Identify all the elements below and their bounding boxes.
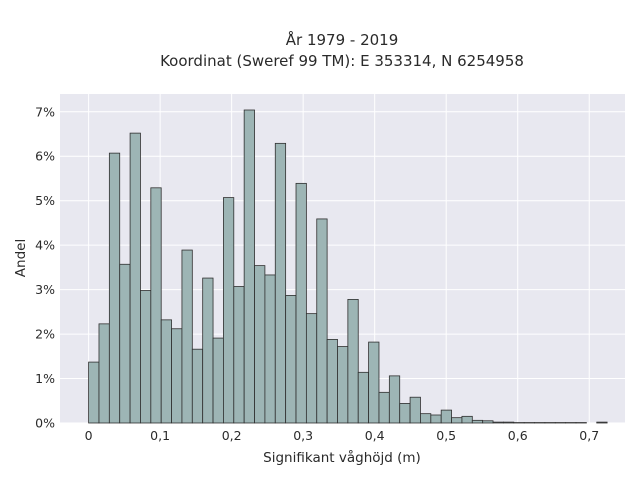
histogram-bar: [254, 265, 266, 424]
y-tick-label: 0%: [35, 416, 55, 431]
histogram-bar: [274, 142, 287, 424]
histogram-bar: [368, 341, 380, 424]
y-tick-label: 5%: [35, 193, 55, 208]
chart-title-line-2: Koordinat (Sweref 99 TM): E 353314, N 62…: [160, 52, 524, 70]
y-tick-label: 1%: [35, 371, 55, 386]
histogram-bar: [129, 132, 141, 424]
histogram-bar: [285, 295, 297, 424]
histogram-bar: [471, 419, 484, 424]
histogram-bar: [140, 290, 152, 424]
y-axis-label: Andel: [13, 239, 29, 277]
y-tick-label: 3%: [35, 282, 55, 297]
histogram-bar: [98, 323, 110, 424]
histogram-bar: [378, 391, 390, 424]
histogram-bar: [420, 413, 432, 424]
histogram-bar: [150, 187, 162, 424]
histogram-bar: [202, 277, 214, 424]
histogram-bar: [482, 420, 494, 424]
histogram-bar: [160, 319, 172, 424]
histogram-bar: [326, 339, 338, 424]
histogram-bar: [337, 346, 349, 424]
x-axis-label: Signifikant våghöjd (m): [263, 449, 421, 466]
histogram-bar: [181, 249, 193, 424]
x-tick-label: 0,7: [579, 428, 599, 443]
histogram-bar: [596, 421, 608, 424]
histogram-bar: [264, 274, 276, 424]
chart-title-line-1: År 1979 - 2019: [286, 30, 399, 49]
x-tick-label: 0,1: [150, 428, 170, 443]
histogram-bar: [409, 396, 421, 424]
histogram-bar: [171, 328, 183, 424]
histogram-bar: [440, 409, 452, 424]
x-tick-label: 0,3: [293, 428, 313, 443]
x-tick-label: 0,4: [365, 428, 385, 443]
histogram-bars: [88, 109, 608, 424]
histogram-bar: [212, 337, 224, 424]
x-tick-label: 0,2: [222, 428, 242, 443]
x-axis-ticks: 0 0,1 0,2 0,3 0,4 0,5 0,6 0,7: [85, 428, 600, 443]
y-tick-label: 7%: [35, 104, 55, 119]
histogram-bar: [243, 109, 255, 424]
histogram-bar: [191, 348, 204, 424]
histogram-bar: [295, 182, 307, 424]
histogram-bar: [503, 421, 515, 424]
histogram-bar: [399, 403, 411, 424]
x-tick-label: 0,5: [436, 428, 456, 443]
y-axis-ticks: 0% 1% 2% 3% 4% 5% 6% 7%: [35, 104, 55, 430]
histogram-bar: [430, 414, 442, 424]
y-tick-label: 4%: [35, 238, 55, 253]
x-tick-label: 0: [85, 428, 93, 443]
histogram-bar: [357, 371, 370, 424]
y-tick-label: 6%: [35, 149, 55, 164]
histogram-bar: [233, 286, 245, 424]
histogram-bar: [305, 313, 318, 424]
histogram-bar: [461, 415, 473, 424]
histogram-bar: [451, 417, 463, 424]
histogram-bar: [388, 375, 401, 424]
histogram-bar: [119, 263, 131, 424]
histogram-bar: [347, 299, 359, 424]
histogram-bar: [88, 361, 100, 424]
histogram-bar: [108, 152, 121, 424]
histogram-bar: [492, 421, 504, 424]
y-tick-label: 2%: [35, 327, 55, 342]
x-tick-label: 0,6: [508, 428, 528, 443]
histogram-bar: [223, 197, 235, 424]
histogram-bar: [316, 218, 328, 424]
